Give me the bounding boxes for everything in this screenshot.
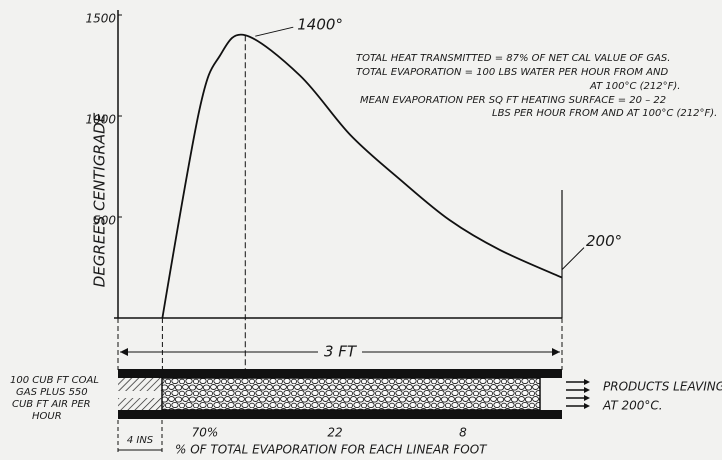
notes: TOTAL HEAT TRANSMITTED = 87% OF NET CAL … xyxy=(356,53,717,119)
note: MEAN EVAPORATION PER SQ FT HEATING SURFA… xyxy=(360,95,666,106)
evaporation-label: 8 xyxy=(459,426,467,440)
outlet-text: AT 200°C. xyxy=(602,399,663,413)
inlet-length: 4 INS xyxy=(127,435,154,446)
evaporation-label: 22 xyxy=(327,426,342,440)
note: TOTAL HEAT TRANSMITTED = 87% OF NET CAL … xyxy=(356,53,670,64)
y-tick-label: 1500 xyxy=(85,12,116,26)
peak-label: 1400° xyxy=(297,16,343,34)
note: TOTAL EVAPORATION = 100 LBS WATER PER HO… xyxy=(356,67,668,78)
end-label: 200° xyxy=(586,232,622,250)
peak-leader xyxy=(255,27,293,36)
y-axis-label: DEGREES CENTIGRADE xyxy=(91,112,109,287)
note: LBS PER HOUR FROM AND AT 100°C (212°F). xyxy=(492,108,717,119)
chart: 3 FT 4 INS 70% 22 8 % OF TOTAL EVAPORATI… xyxy=(0,0,722,460)
length-label: 3 FT xyxy=(324,343,358,361)
y-tick-label: 1000 xyxy=(85,113,116,127)
y-tick-label: 500 xyxy=(93,214,116,228)
inlet-text: CUB FT AIR PER xyxy=(12,399,91,410)
end-leader xyxy=(562,248,584,270)
inlet-text: HOUR xyxy=(32,411,62,422)
tube xyxy=(118,369,590,452)
outlet-text: PRODUCTS LEAVING xyxy=(603,380,722,394)
note: AT 100°C (212°F). xyxy=(589,81,680,92)
inlet-text: GAS PLUS 550 xyxy=(16,387,88,398)
evaporation-caption: % OF TOTAL EVAPORATION FOR EACH LINEAR F… xyxy=(175,443,488,457)
evaporation-label: 70% xyxy=(192,426,219,440)
inlet-text: 100 CUB FT COAL xyxy=(10,375,99,386)
